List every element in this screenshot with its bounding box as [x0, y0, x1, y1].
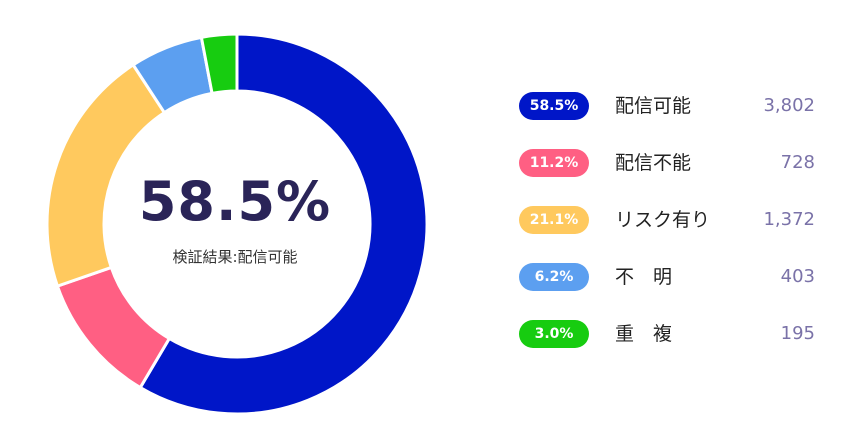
slice-deliverable	[138, 32, 429, 416]
legend-badge: 21.1%	[519, 206, 589, 234]
slice-duplicate	[199, 32, 239, 96]
legend-label: 配信可能	[615, 95, 692, 117]
legend-count: 195	[780, 323, 815, 344]
slice-undeliverable	[55, 265, 172, 390]
legend-label: 不 明	[615, 266, 673, 288]
legend-item-undeliverable: 11.2% 配信不能 728	[519, 147, 819, 179]
legend-item-risky: 21.1% リスク有り 1,372	[519, 204, 819, 236]
legend-label: リスク有り	[615, 209, 711, 231]
center-label: 検証結果:配信可能	[172, 248, 298, 266]
legend-item-unknown: 6.2% 不 明 403	[519, 261, 819, 293]
legend-badge: 11.2%	[519, 149, 589, 177]
legend-badge: 6.2%	[519, 263, 589, 291]
legend-badge: 3.0%	[519, 320, 589, 348]
legend-item-deliverable: 58.5% 配信可能 3,802	[519, 90, 819, 122]
legend: 58.5% 配信可能 3,802 11.2% 配信不能 728 21.1% リス…	[519, 90, 819, 375]
legend-badge: 58.5%	[519, 92, 589, 120]
legend-label: 配信不能	[615, 152, 692, 174]
center-percentage: 58.5%	[138, 170, 332, 233]
legend-count: 3,802	[763, 95, 815, 116]
legend-count: 403	[780, 266, 815, 287]
legend-item-duplicate: 3.0% 重 複 195	[519, 318, 819, 350]
donut-chart	[45, 32, 429, 416]
legend-count: 728	[780, 152, 815, 173]
legend-label: 重 複	[615, 323, 673, 345]
legend-count: 1,372	[763, 209, 815, 230]
